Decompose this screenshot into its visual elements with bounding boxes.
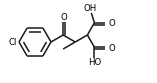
Text: OH: OH: [84, 4, 97, 13]
Text: O: O: [109, 44, 116, 53]
Text: O: O: [61, 13, 68, 22]
Text: HO: HO: [88, 58, 101, 67]
Text: O: O: [109, 19, 116, 28]
Text: Cl: Cl: [9, 38, 17, 46]
